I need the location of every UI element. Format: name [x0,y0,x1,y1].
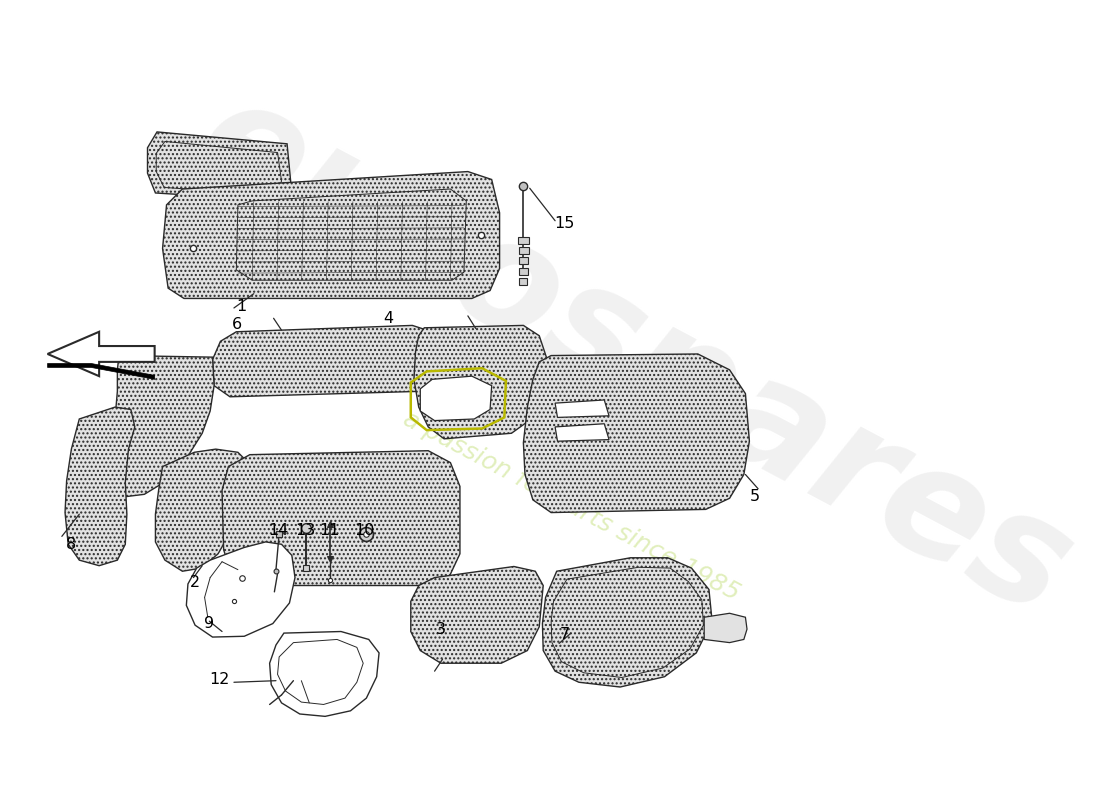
Text: 2: 2 [190,575,200,590]
Bar [518,247,529,254]
Polygon shape [556,400,609,418]
Polygon shape [155,449,251,571]
Text: 3: 3 [436,622,446,638]
Bar [518,258,528,264]
Text: 4: 4 [384,310,394,326]
Polygon shape [47,363,155,379]
Text: 9: 9 [205,616,214,631]
Polygon shape [704,614,747,642]
Polygon shape [47,332,155,376]
Text: 14: 14 [268,522,288,538]
Polygon shape [556,424,609,441]
Polygon shape [212,326,448,397]
Polygon shape [270,631,380,716]
Polygon shape [163,171,499,298]
Text: 11: 11 [319,522,339,538]
Polygon shape [524,354,749,513]
Text: 15: 15 [554,216,575,230]
Polygon shape [147,132,292,201]
Bar [518,237,529,244]
Polygon shape [186,542,295,637]
Bar [519,278,527,285]
Text: a passion for parts since 1985: a passion for parts since 1985 [398,407,744,606]
Text: 5: 5 [750,490,760,504]
Text: eurospares: eurospares [173,63,1096,648]
Polygon shape [222,450,460,586]
Polygon shape [420,376,492,421]
Text: 1: 1 [236,299,248,314]
Text: 8: 8 [66,537,77,552]
Text: 12: 12 [209,671,230,686]
Polygon shape [65,407,135,566]
Text: 6: 6 [232,317,242,332]
Bar [519,268,528,275]
Text: 10: 10 [354,522,375,538]
Polygon shape [542,558,712,687]
Polygon shape [410,566,543,663]
Text: 13: 13 [295,522,316,538]
Polygon shape [108,355,214,497]
Polygon shape [414,326,547,439]
Text: 7: 7 [560,627,570,642]
